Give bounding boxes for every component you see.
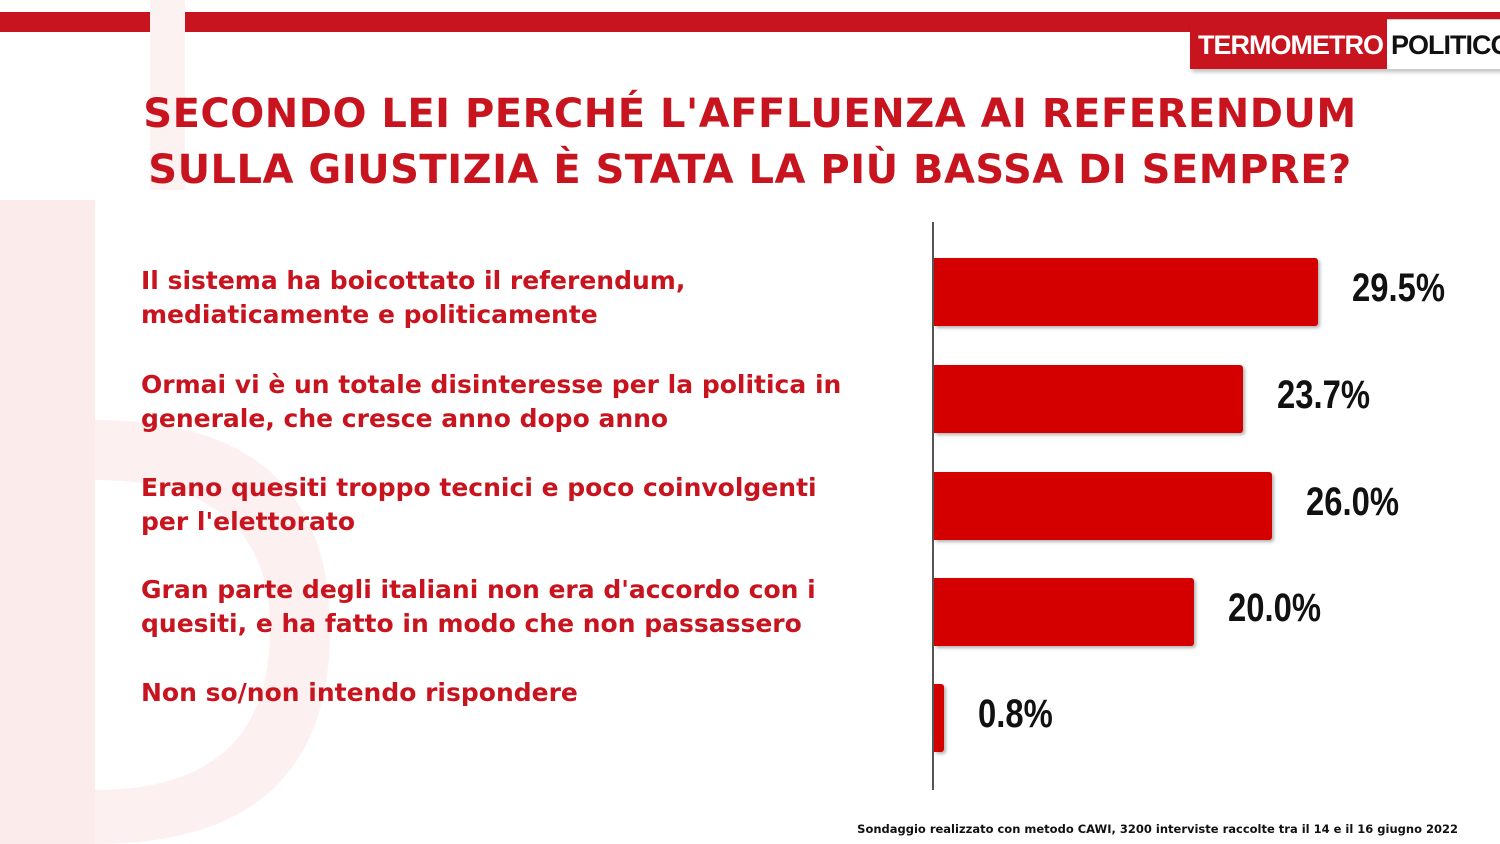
bar: [934, 578, 1195, 646]
bar: [934, 684, 945, 752]
title-line-1: SECONDO LEI PERCHÉ L'AFFLUENZA AI REFERE…: [143, 91, 1357, 137]
category-label-line: Erano quesiti troppo tecnici e poco coin…: [141, 473, 817, 502]
category-label: Il sistema ha boicottato il referendum, m…: [141, 264, 911, 332]
chart-title: SECONDO LEI PERCHÉ L'AFFLUENZA AI REFERE…: [50, 86, 1450, 198]
category-label-line: Il sistema ha boicottato il referendum,: [141, 266, 686, 295]
category-label-line: Non so/non intendo rispondere: [141, 678, 578, 707]
y-axis-line: [932, 222, 934, 790]
category-label-line: per l'elettorato: [141, 507, 355, 536]
category-label-line: generale, che cresce anno dopo anno: [141, 404, 669, 433]
bar: [934, 365, 1243, 433]
bar-value-label: 23.7%: [1276, 373, 1370, 417]
logo-part-politico: POLITICO: [1387, 19, 1500, 70]
bar-value-label: 26.0%: [1306, 480, 1400, 524]
category-label-line: Ormai vi è un totale disinteresse per la…: [141, 370, 842, 399]
bar-value-label: 20.0%: [1228, 586, 1322, 630]
category-label: Erano quesiti troppo tecnici e poco coin…: [141, 471, 911, 539]
survey-footnote: Sondaggio realizzato con metodo CAWI, 32…: [857, 822, 1458, 836]
logo-part-termometro: TERMOMETRO: [1190, 20, 1387, 69]
category-label-line: quesiti, e ha fatto in modo che non pass…: [141, 609, 802, 638]
title-line-2: SULLA GIUSTIZIA È STATA LA PIÙ BASSA DI …: [148, 147, 1352, 193]
bar-value-label: 0.8%: [978, 692, 1054, 736]
bar: [934, 258, 1318, 326]
brand-logo: TERMOMETRO POLITICO: [1190, 19, 1500, 70]
top-accent-bar: [0, 12, 1500, 32]
category-label: Non so/non intendo rispondere: [141, 676, 911, 710]
category-label-line: Gran parte degli italiani non era d'acco…: [141, 575, 816, 604]
category-label-line: mediaticamente e politicamente: [141, 300, 598, 329]
bar-value-label: 29.5%: [1352, 266, 1446, 310]
category-label: Ormai vi è un totale disinteresse per la…: [141, 368, 911, 436]
bar: [934, 472, 1273, 540]
category-label: Gran parte degli italiani non era d'acco…: [141, 573, 911, 641]
